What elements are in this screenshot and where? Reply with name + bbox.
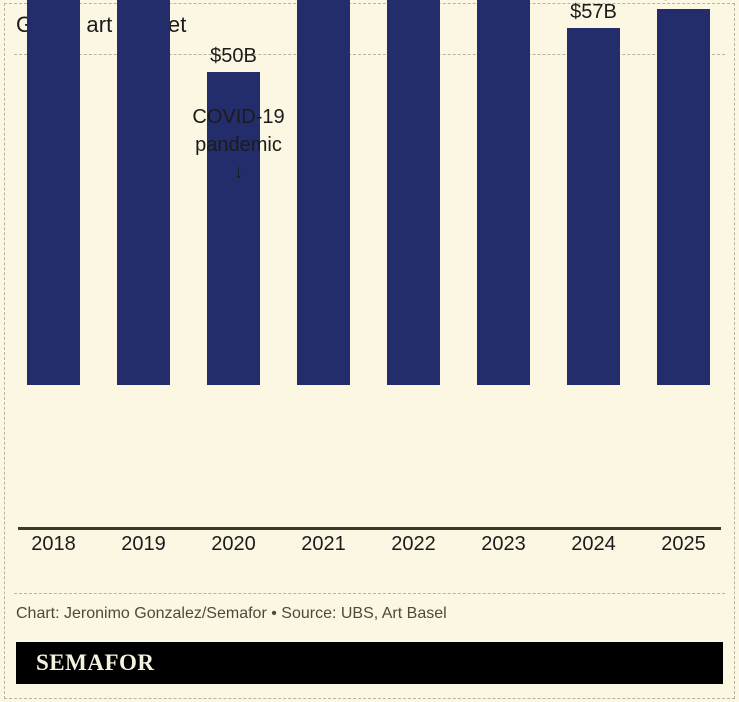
covid-annotation: COVID-19 pandemic ↓ <box>180 103 297 183</box>
x-tick-label-2025: 2025 <box>661 533 706 555</box>
bar-2023[interactable] <box>477 0 530 385</box>
x-tick-label-2021: 2021 <box>301 533 346 555</box>
title-divider <box>14 54 725 55</box>
bar-value-label-2024: $57B <box>570 1 617 23</box>
bar-2020[interactable] <box>207 72 260 385</box>
covid-annotation-line1: COVID-19 <box>192 106 285 128</box>
bar-value-label-2020: $50B <box>210 45 257 67</box>
x-tick-label-2024: 2024 <box>571 533 616 555</box>
covid-annotation-line2: pandemic <box>195 134 282 156</box>
x-tick-label-2023: 2023 <box>481 533 526 555</box>
plot-area: $68B$64B$50B$66B$68B$65B$57B$60B 2018201… <box>18 0 721 555</box>
bar-2025[interactable] <box>657 9 710 385</box>
down-arrow-icon: ↓ <box>233 161 244 183</box>
footer-divider <box>14 593 725 594</box>
bar-2019[interactable] <box>117 0 170 385</box>
bar-2021[interactable] <box>297 0 350 385</box>
bar-2018[interactable] <box>27 0 80 385</box>
logo-banner: SEMAFOR <box>16 642 723 684</box>
bar-2024[interactable] <box>567 28 620 385</box>
x-tick-label-2022: 2022 <box>391 533 436 555</box>
bar-value-label-2025: $60B <box>660 0 707 5</box>
x-tick-label-2018: 2018 <box>31 533 76 555</box>
chart-credit: Chart: Jeronimo Gonzalez/Semafor • Sourc… <box>16 605 447 622</box>
x-axis-line <box>18 527 721 530</box>
bar-2022[interactable] <box>387 0 440 385</box>
semafor-logo: SEMAFOR <box>36 650 155 675</box>
x-tick-label-2019: 2019 <box>121 533 166 555</box>
x-tick-label-2020: 2020 <box>211 533 256 555</box>
